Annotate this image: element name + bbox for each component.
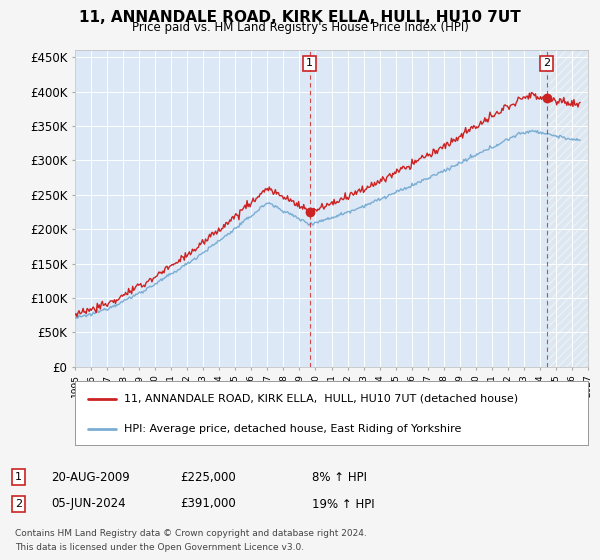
Text: Price paid vs. HM Land Registry's House Price Index (HPI): Price paid vs. HM Land Registry's House … xyxy=(131,21,469,34)
Text: 11, ANNANDALE ROAD, KIRK ELLA,  HULL, HU10 7UT (detached house): 11, ANNANDALE ROAD, KIRK ELLA, HULL, HU1… xyxy=(124,394,518,404)
Text: 8% ↑ HPI: 8% ↑ HPI xyxy=(312,470,367,484)
Text: HPI: Average price, detached house, East Riding of Yorkshire: HPI: Average price, detached house, East… xyxy=(124,424,461,434)
Text: 1: 1 xyxy=(15,472,22,482)
Text: 1: 1 xyxy=(306,58,313,68)
Text: £225,000: £225,000 xyxy=(180,470,236,484)
Bar xyxy=(548,50,588,367)
Bar xyxy=(548,50,588,367)
Text: 2: 2 xyxy=(543,58,550,68)
Text: £391,000: £391,000 xyxy=(180,497,236,511)
Text: 19% ↑ HPI: 19% ↑ HPI xyxy=(312,497,374,511)
Text: Contains HM Land Registry data © Crown copyright and database right 2024.: Contains HM Land Registry data © Crown c… xyxy=(15,529,367,538)
Text: This data is licensed under the Open Government Licence v3.0.: This data is licensed under the Open Gov… xyxy=(15,543,304,552)
Text: 05-JUN-2024: 05-JUN-2024 xyxy=(51,497,125,511)
Text: 11, ANNANDALE ROAD, KIRK ELLA, HULL, HU10 7UT: 11, ANNANDALE ROAD, KIRK ELLA, HULL, HU1… xyxy=(79,10,521,25)
Point xyxy=(542,94,551,102)
Point xyxy=(305,208,314,217)
Text: 20-AUG-2009: 20-AUG-2009 xyxy=(51,470,130,484)
Text: 2: 2 xyxy=(15,499,22,509)
